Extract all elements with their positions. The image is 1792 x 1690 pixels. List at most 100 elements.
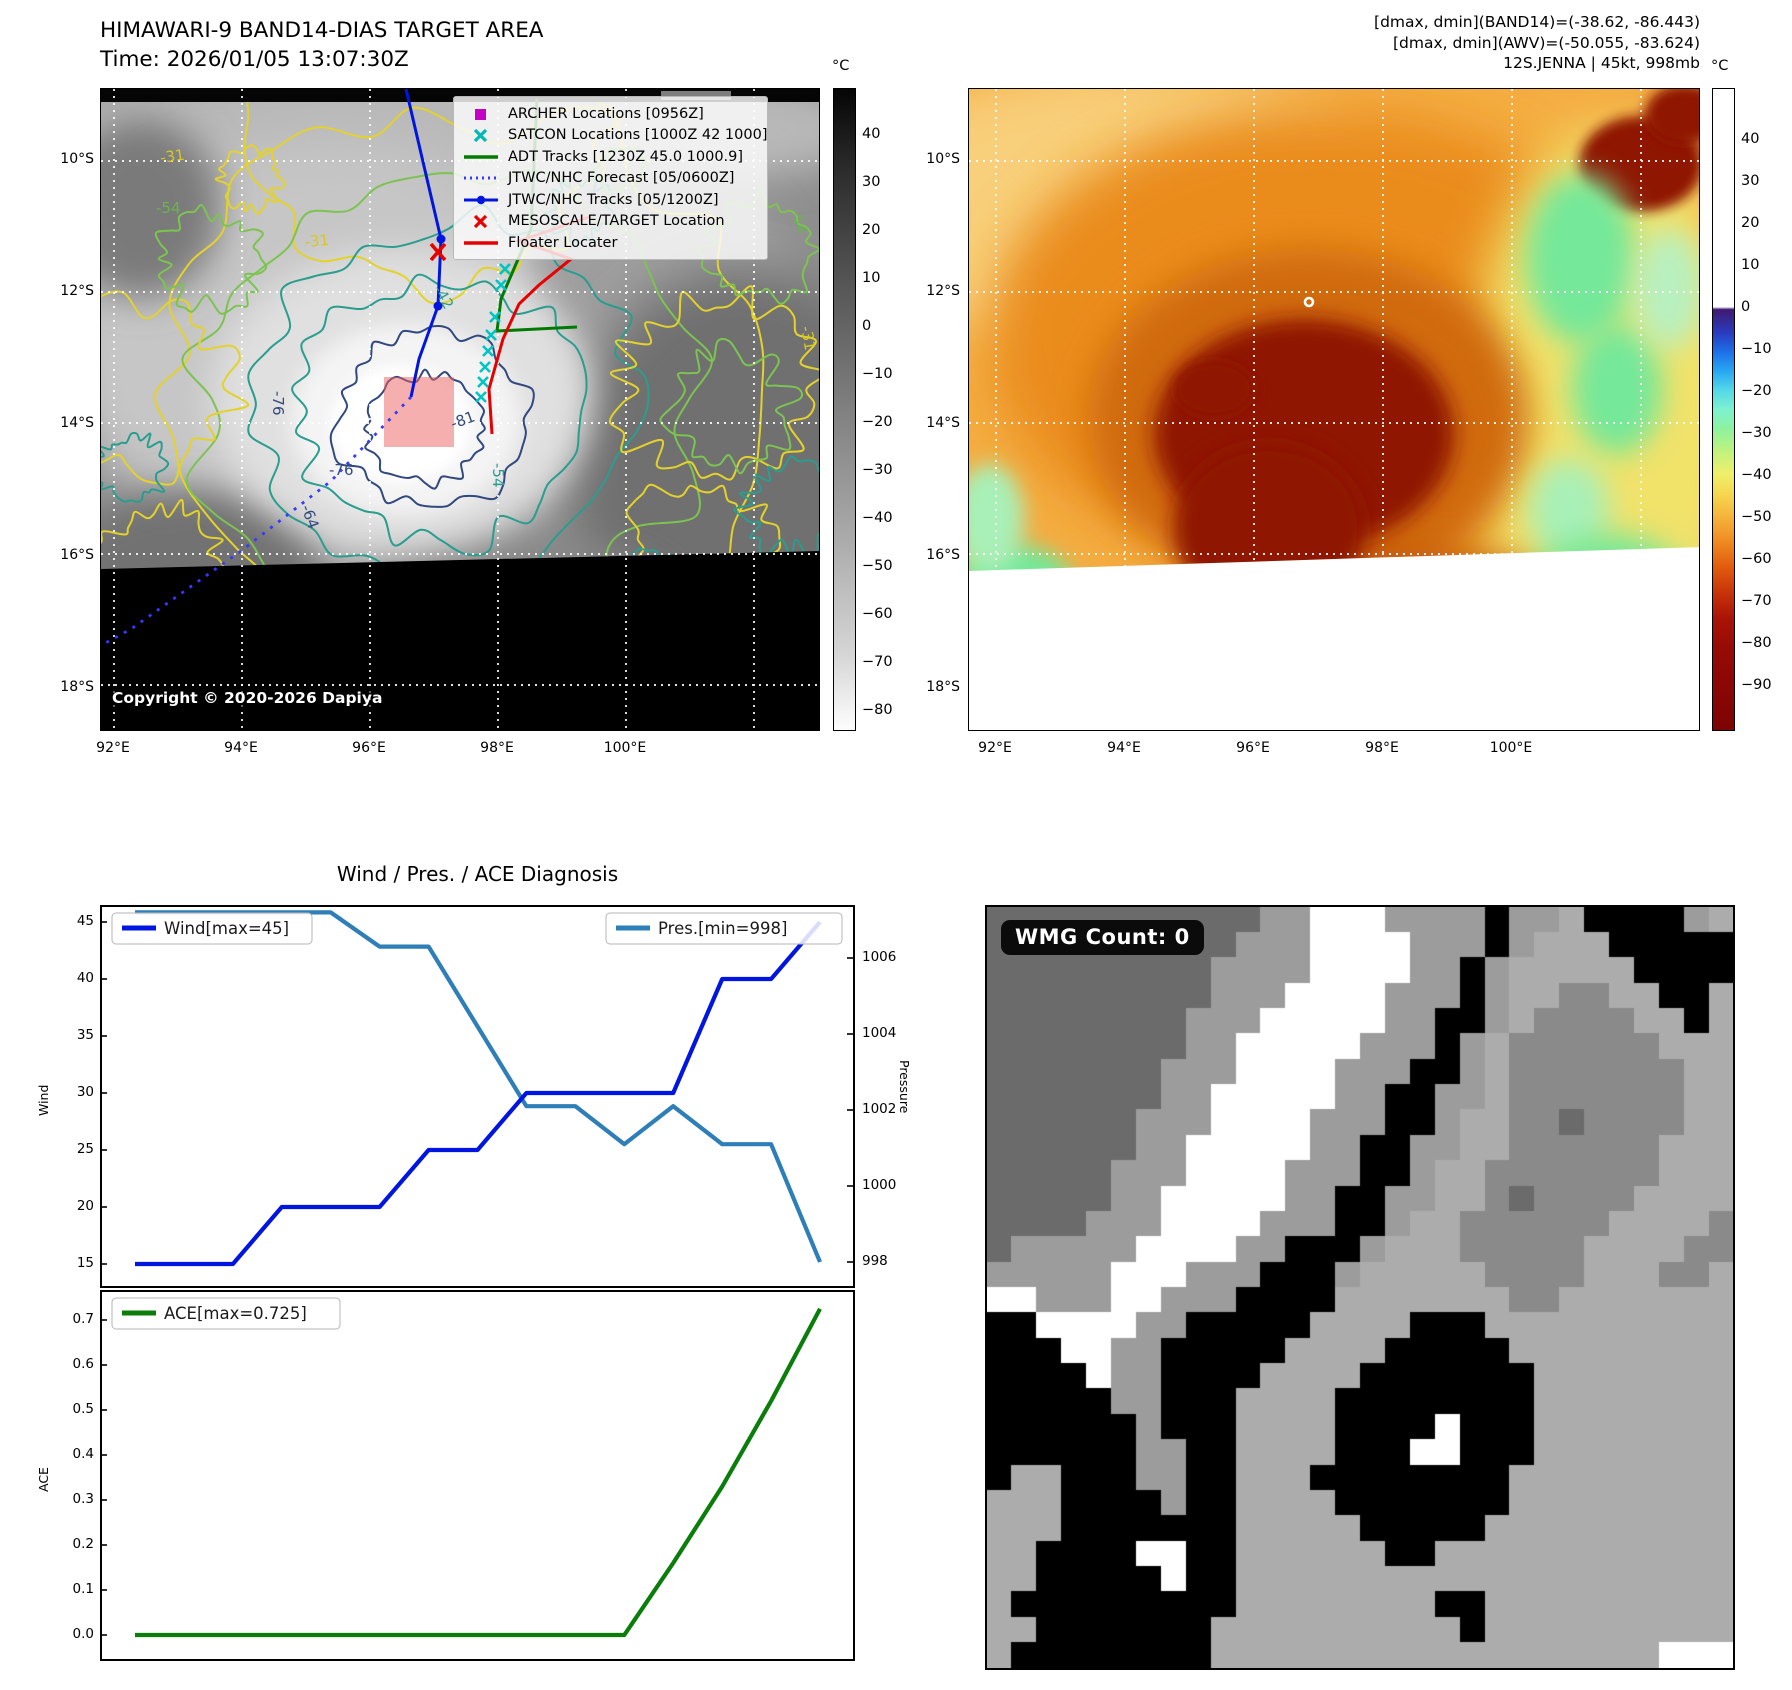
wind-pressure-chart: Wind[max=45] Pres.[min=998] — [100, 905, 855, 1288]
awv-map-figure — [969, 89, 1699, 730]
colorbar-tick-label: 30 — [1741, 173, 1760, 189]
colorbar-tick-label: 10 — [862, 270, 881, 286]
lon-tick-label: 96°E — [352, 740, 386, 756]
lat-tick-label: 10°S — [60, 151, 94, 167]
lat-tick-label: 12°S — [926, 283, 960, 299]
colorbar-tick-label: −10 — [1741, 341, 1772, 357]
colorbar-tick-label: −70 — [1741, 593, 1772, 609]
lon-tick-label: 94°E — [224, 740, 258, 756]
colorbar-tick-label: −40 — [862, 510, 893, 526]
storm-center-marker-icon — [1303, 296, 1315, 308]
colorbar-tick-label: 30 — [862, 174, 881, 190]
colorbar-tick-label: 20 — [862, 222, 881, 238]
lon-tick-label: 98°E — [480, 740, 514, 756]
colorbar-tick-label: −20 — [862, 414, 893, 430]
ace-tick-label: 0.3 — [72, 1491, 94, 1507]
colorbar-tick-label: −20 — [1741, 383, 1772, 399]
contour-value-label: -54 — [156, 199, 181, 217]
legend-item: JTWC/NHC Tracks [05/1200Z] — [462, 189, 758, 211]
lat-tick-label: 10°S — [926, 151, 960, 167]
ace-tick-label: 0.2 — [72, 1536, 94, 1552]
contour-value-label: -31 — [797, 325, 819, 352]
colorbar-tick-label: −70 — [862, 654, 893, 670]
legend-item: MESOSCALE/TARGET Location — [462, 211, 758, 233]
wmg-count-badge: WMG Count: 0 — [1001, 920, 1204, 955]
lat-tick-label: 18°S — [60, 679, 94, 695]
wmg-grid-image — [987, 907, 1733, 1668]
colorbar-tick-label: −40 — [1741, 467, 1772, 483]
ace-tick-label: 0.0 — [72, 1626, 94, 1642]
lon-tick-label: 100°E — [603, 740, 647, 756]
satcon-marker-icon — [479, 361, 491, 373]
wind-tick-label: 35 — [76, 1027, 94, 1043]
legend-marker-line-icon — [464, 241, 498, 245]
legend-marker-line-icon — [464, 155, 498, 159]
colorbar-tick-label: 0 — [1741, 299, 1751, 315]
awv-header-line: [dmax, dmin](BAND14)=(-38.62, -86.443) — [1374, 13, 1700, 31]
satcon-marker-icon — [482, 345, 494, 357]
colorbar-tick-label: 0 — [862, 318, 872, 334]
legend-item-label: ADT Tracks [1230Z 45.0 1000.9] — [508, 148, 744, 165]
colorbar-tick-label: −30 — [862, 462, 893, 478]
awv-header-line: 12S.JENNA | 45kt, 998mb — [1503, 54, 1700, 72]
lon-tick-label: 92°E — [978, 740, 1012, 756]
legend-item-label: MESOSCALE/TARGET Location — [508, 213, 725, 230]
colorbar-tick-label: 40 — [862, 126, 881, 142]
colorbar-tick-label: −50 — [862, 558, 893, 574]
colorbar-tick-label: −80 — [1741, 635, 1772, 651]
legend-item: JTWC/NHC Forecast [05/0600Z] — [462, 168, 758, 190]
awv-colorbar — [1712, 88, 1735, 731]
wind-axis-label: Wind — [36, 1084, 51, 1116]
legend-item: Floater Locater — [462, 232, 758, 254]
pressure-tick-label: 1004 — [862, 1025, 897, 1041]
legend-item-label: JTWC/NHC Tracks [05/1200Z] — [508, 191, 719, 208]
band14-colorbar-unit: °C — [832, 58, 850, 74]
pressure-tick-label: 998 — [862, 1253, 888, 1269]
band14-map-legend: ARCHER Locations [0956Z] SATCON Locations… — [453, 96, 768, 260]
lat-tick-label: 12°S — [60, 283, 94, 299]
wind-tick-label: 30 — [76, 1084, 94, 1100]
mesoscale-target-box — [384, 377, 454, 447]
wind-tick-label: 45 — [76, 913, 94, 929]
colorbar-tick-label: −60 — [1741, 551, 1772, 567]
contour-value-label: -54 — [489, 463, 507, 488]
band14-header: HIMAWARI-9 BAND14-DIAS TARGET AREA Time:… — [100, 16, 544, 74]
awv-header: [dmax, dmin](BAND14)=(-38.62, -86.443) [d… — [1100, 12, 1700, 74]
legend-item: ARCHER Locations [0956Z] — [462, 103, 758, 125]
chart-legend-label: Pres.[min=998] — [658, 919, 787, 938]
colorbar-tick-label: 40 — [1741, 131, 1760, 147]
ace-tick-label: 0.6 — [72, 1356, 94, 1372]
colorbar-tick-label: −30 — [1741, 425, 1772, 441]
contour-value-label: -31 — [304, 231, 330, 251]
colorbar-tick-label: −50 — [1741, 509, 1772, 525]
pressure-tick-label: 1000 — [862, 1177, 897, 1193]
lon-tick-label: 98°E — [1365, 740, 1399, 756]
lat-tick-label: 18°S — [926, 679, 960, 695]
legend-item: ADT Tracks [1230Z 45.0 1000.9] — [462, 146, 758, 168]
legend-item-label: Floater Locater — [508, 234, 618, 251]
legend-marker-dotted-line-icon — [464, 176, 498, 180]
lat-tick-label: 14°S — [60, 415, 94, 431]
legend-item-label: ARCHER Locations [0956Z] — [508, 105, 704, 122]
lon-tick-label: 100°E — [1489, 740, 1533, 756]
band14-title: HIMAWARI-9 BAND14-DIAS TARGET AREA — [100, 18, 544, 43]
jtwc-forecast-line — [101, 396, 413, 648]
colorbar-tick-label: 20 — [1741, 215, 1760, 231]
lat-tick-label: 16°S — [926, 547, 960, 563]
legend-marker-x-icon — [473, 129, 488, 143]
contour-value-label: -76 — [269, 391, 287, 416]
colorbar-tick-label: −60 — [862, 606, 893, 622]
lat-tick-label: 16°S — [60, 547, 94, 563]
chart-legend-label: Wind[max=45] — [164, 919, 289, 938]
band14-colorbar — [833, 88, 856, 731]
wind-tick-label: 25 — [76, 1141, 94, 1157]
ace-tick-label: 0.7 — [72, 1311, 94, 1327]
pressure-axis-label: Pressure — [897, 1060, 912, 1114]
awv-colorbar-unit: °C — [1711, 58, 1729, 74]
wmg-map: WMG Count: 0 — [985, 905, 1735, 1670]
ace-axis-label: ACE — [36, 1467, 51, 1492]
awv-map — [968, 88, 1700, 731]
pressure-tick-label: 1006 — [862, 949, 897, 965]
pressure-tick-label: 1002 — [862, 1101, 897, 1117]
